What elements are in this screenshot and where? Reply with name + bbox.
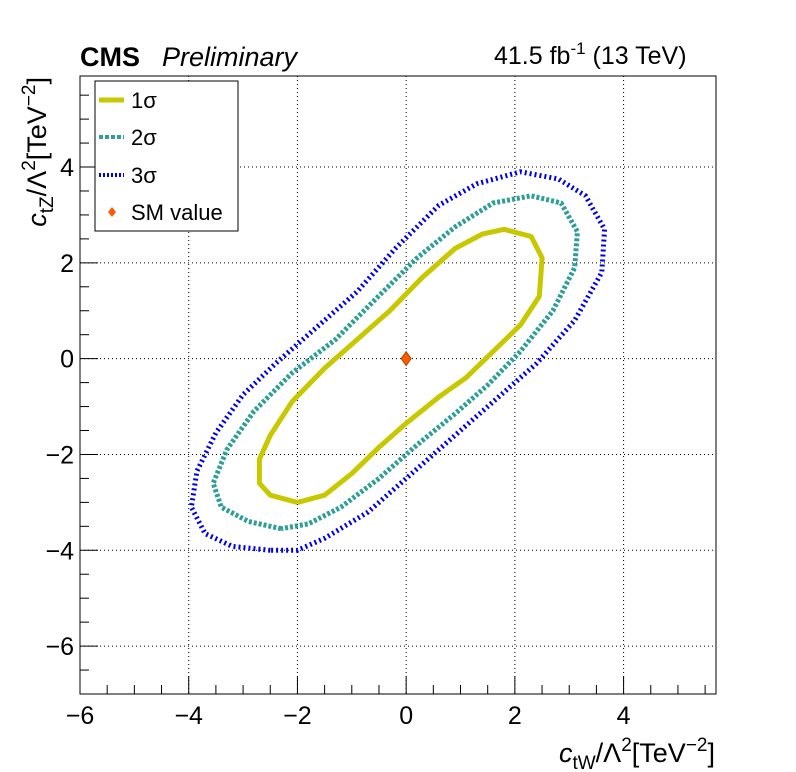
x-tick-label: −2 [283,702,312,730]
legend-label-3sigma: 3σ [131,163,157,188]
lumi-value: 41.5 fb [494,42,570,70]
energy-label: (13 TeV) [586,42,687,70]
legend-box [94,80,239,232]
series-layer [188,169,608,553]
y-tick-label: 4 [60,154,74,182]
experiment-label: CMS [80,42,140,72]
lumi-label: 41.5 fb-1 (13 TeV) [494,39,687,70]
x-tick-label: 2 [508,702,522,730]
x-tick-label: −6 [66,702,95,730]
legend-swatch-sm [108,207,116,217]
x-tick-label: 4 [617,702,631,730]
x-tick-label: −4 [174,702,203,730]
y-tick-label: 0 [60,346,74,374]
status-label: Preliminary [162,42,299,72]
y-tick-label: −2 [45,441,74,469]
plot-frame [79,75,717,695]
y-axis-title: ctZ/Λ2[TeV−2] [19,77,58,227]
lumi-exponent: -1 [570,39,585,58]
axes: −6 −4 −2 0 2 4 −6 −4 −2 0 2 4 [45,75,717,730]
legend-label-1sigma: 1σ [131,88,157,113]
x-axis-title: ctW/Λ2[TeV−2] [559,735,715,772]
contour-1sigma [256,226,545,505]
contour-2sigma [210,193,580,532]
x-tick-label: 0 [399,702,413,730]
sm-point-marker [400,350,412,367]
legend-label-2sigma: 2σ [131,125,157,150]
legend-label-sm: SM value [131,200,223,225]
y-tick-label: −4 [45,537,74,565]
y-tick-label: −6 [45,633,74,661]
y-tick-label: 2 [60,250,74,278]
contour-3sigma [188,169,608,553]
legend: 1σ 2σ 3σ SM value [94,80,239,232]
